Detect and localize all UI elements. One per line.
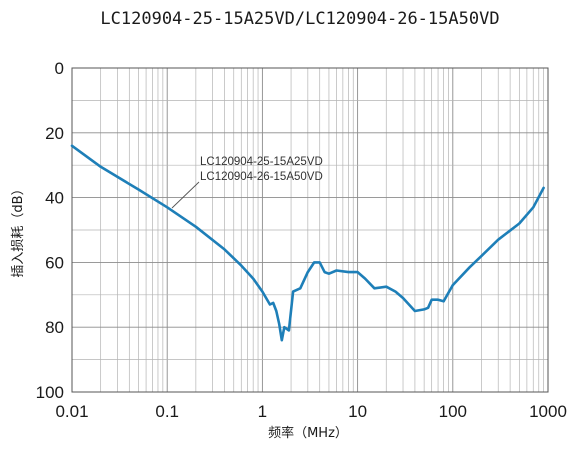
series-line [70, 144, 545, 342]
x-tick-label: 0.01 [55, 402, 88, 421]
series-group [70, 144, 545, 342]
x-tick-label: 100 [439, 402, 467, 421]
y-tick-labels: 0 20 40 60 80 100 [36, 59, 64, 402]
y-tick-label: 40 [45, 189, 64, 208]
annotation-leader-line [171, 181, 200, 209]
x-axis-label: 频率（MHz） [268, 425, 348, 441]
plot-border [71, 67, 549, 393]
y-tick-label: 100 [36, 383, 64, 402]
y-tick-label: 0 [55, 59, 64, 78]
chart-title: LC120904-25-15A25VD/LC120904-26-15A50VD [100, 9, 499, 29]
series-annotation: LC120904-25-15A25VD LC120904-26-15A50VD [171, 156, 323, 209]
x-tick-label: 10 [348, 402, 367, 421]
x-tick-label: 1 [258, 402, 267, 421]
x-tick-label: 1000 [529, 402, 567, 421]
annotation-line-2: LC120904-26-15A50VD [200, 171, 323, 183]
y-axis-label: 插入损耗（dB） [11, 182, 26, 277]
y-tick-label: 80 [45, 318, 64, 337]
x-tick-label: 0.1 [155, 402, 179, 421]
y-tick-label: 60 [45, 253, 64, 272]
annotation-line-1: LC120904-25-15A25VD [200, 156, 323, 168]
grid-lines [71, 67, 548, 393]
plot-frame [71, 67, 549, 393]
y-tick-label: 20 [45, 124, 64, 143]
x-tick-labels: 0.01 0.1 1 10 100 1000 [55, 402, 566, 421]
